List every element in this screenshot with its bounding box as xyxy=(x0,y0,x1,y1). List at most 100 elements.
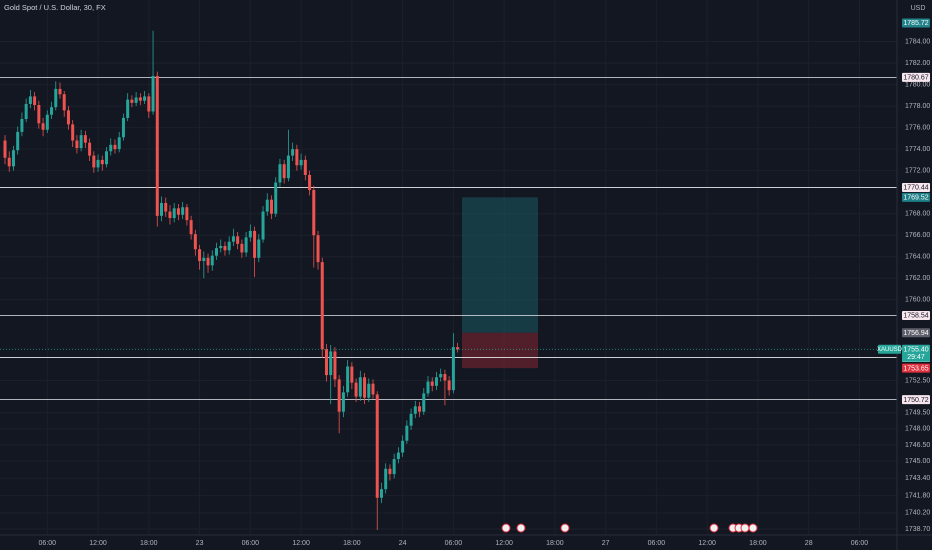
event-icon[interactable] xyxy=(740,523,750,533)
x-tick-label: 06:00 xyxy=(648,540,666,547)
x-tick-label: 27 xyxy=(602,540,610,547)
event-icon[interactable] xyxy=(748,523,758,533)
candle-body xyxy=(312,190,316,236)
candle-body xyxy=(350,366,354,383)
level-tag xyxy=(902,72,930,82)
candle-body xyxy=(384,468,388,490)
x-tick-label: 06:00 xyxy=(242,540,260,547)
candle-body xyxy=(363,377,367,398)
y-tick-label: 1738.70 xyxy=(905,526,930,533)
candle-body xyxy=(126,99,130,118)
candle-body xyxy=(138,97,142,101)
last-price-label: 1755.40 xyxy=(903,346,928,353)
candle-body xyxy=(388,468,392,475)
event-icon[interactable] xyxy=(560,523,570,533)
candle-body xyxy=(100,159,104,165)
chart-title: Gold Spot / U.S. Dollar, 30, FX xyxy=(4,3,106,12)
y-tick-label: 1764.00 xyxy=(905,254,930,261)
candle-body xyxy=(50,107,54,115)
candle-body xyxy=(430,381,434,386)
x-tick-label: 24 xyxy=(399,540,407,547)
event-icon[interactable] xyxy=(501,523,511,533)
candle-body xyxy=(451,347,455,391)
candle-body xyxy=(240,243,244,253)
level-tag-label: 1750.72 xyxy=(903,397,928,404)
candle-body xyxy=(371,383,375,395)
candle-body xyxy=(286,155,290,179)
candle-body xyxy=(215,248,218,256)
y-tick-label: 1784.00 xyxy=(905,38,930,45)
position-profit-zone xyxy=(462,197,538,333)
candle-body xyxy=(405,425,409,441)
x-tick-label: 18:00 xyxy=(749,540,767,547)
candle-body xyxy=(198,249,202,262)
candle-body xyxy=(28,96,32,104)
candle-body xyxy=(324,349,328,376)
candle-body xyxy=(333,351,337,380)
candle-body xyxy=(341,392,345,412)
candle-body xyxy=(358,377,362,397)
candle-body xyxy=(282,164,286,179)
candle-body xyxy=(121,117,125,138)
event-icons xyxy=(501,523,758,533)
candle-body xyxy=(160,202,164,216)
symbol-tag xyxy=(878,344,901,354)
candle-body xyxy=(434,377,438,386)
candle-body xyxy=(456,347,460,350)
event-icon[interactable] xyxy=(516,523,526,533)
x-tick-label: 12:00 xyxy=(89,540,107,547)
level-tag-label: 1780.67 xyxy=(903,75,928,82)
y-tick-label: 1772.00 xyxy=(905,168,930,175)
candle-body xyxy=(257,239,261,258)
candle-body xyxy=(193,234,197,250)
candle-body xyxy=(54,88,58,108)
y-tick-label: 1746.50 xyxy=(905,442,930,449)
y-tick-label: 1762.00 xyxy=(905,275,930,282)
candle-body xyxy=(443,374,447,381)
y-tick-label: 1741.80 xyxy=(905,492,930,499)
candle-body xyxy=(223,245,227,251)
y-tick-label: 1780.00 xyxy=(905,81,930,88)
candle-body xyxy=(303,159,307,175)
candle-body xyxy=(248,230,252,238)
candle-body xyxy=(439,374,443,378)
candle-body xyxy=(409,413,413,426)
y-tick-label: 1748.00 xyxy=(905,426,930,433)
candle-body xyxy=(105,151,109,165)
y-tick-label: 1743.40 xyxy=(905,475,930,482)
y-tick-label: 1752.50 xyxy=(905,377,930,384)
candle-body xyxy=(261,211,265,240)
y-tick-label: 1774.00 xyxy=(905,146,930,153)
y-tick-label: 1776.00 xyxy=(905,124,930,131)
candle-body xyxy=(231,236,235,242)
x-tick-label: 18:00 xyxy=(546,540,564,547)
y-tick-label: 1778.00 xyxy=(905,103,930,110)
candle-body xyxy=(244,237,248,253)
candle-body xyxy=(320,262,324,350)
candle-body xyxy=(37,105,41,124)
candle-body xyxy=(253,230,257,258)
price-axis: 1784.00 1782.00 1780.00 1778.00 1776.00 1774.… xyxy=(39,18,930,547)
x-tick-label: 18:00 xyxy=(343,540,361,547)
event-icon[interactable] xyxy=(709,523,719,533)
candle-body xyxy=(168,211,172,219)
level-tag xyxy=(902,310,930,320)
y-tick-label: 1740.20 xyxy=(905,510,930,517)
level-tag xyxy=(902,182,930,192)
candle-body xyxy=(206,257,210,266)
candle-body xyxy=(379,489,383,498)
candle-body xyxy=(308,174,312,191)
candle-body xyxy=(274,182,278,214)
x-tick-label: 06:00 xyxy=(445,540,463,547)
stop-tag-label: 1753.65 xyxy=(903,365,928,372)
candle-body xyxy=(24,103,28,120)
candle-body xyxy=(422,393,426,412)
candle-body xyxy=(45,114,49,130)
y-tick-label: 1749.50 xyxy=(905,410,930,417)
candle-body xyxy=(269,199,273,214)
candle-body xyxy=(117,137,121,150)
candle-body xyxy=(130,99,134,103)
candle-body xyxy=(185,207,189,221)
candle-body xyxy=(367,383,371,398)
entry-tag xyxy=(902,328,930,338)
